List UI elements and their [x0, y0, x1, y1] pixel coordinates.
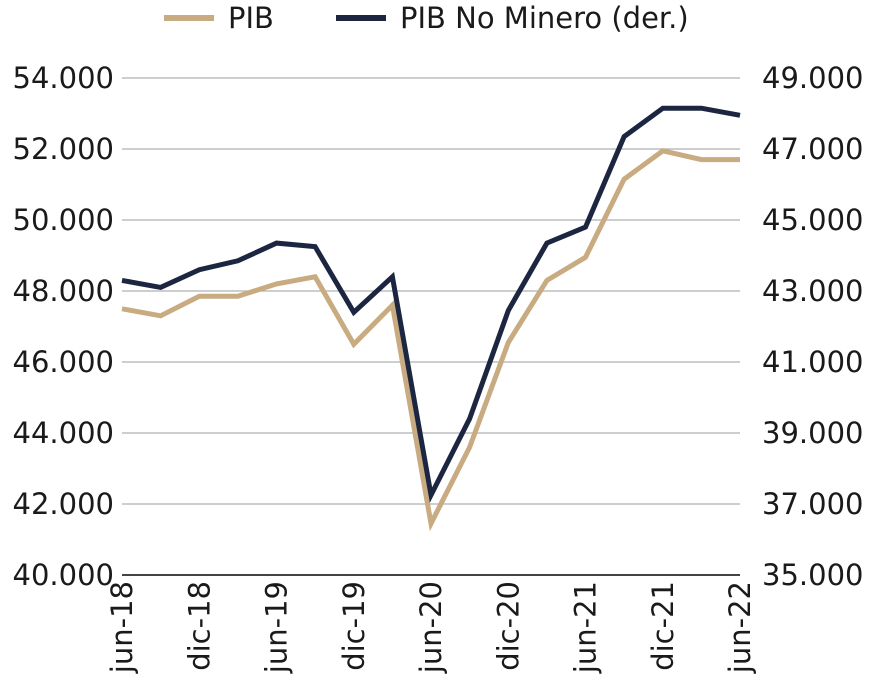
y-left-tick-label: 44.000 — [13, 416, 114, 450]
y-left-tick-label: 54.000 — [13, 61, 114, 95]
y-left-tick-label: 52.000 — [13, 132, 114, 166]
y-right-tick-label: 41.000 — [762, 345, 863, 379]
x-tick-label: jun-21 — [569, 581, 603, 674]
y-right-tick-label: 47.000 — [762, 132, 863, 166]
series-layer — [121, 105, 741, 532]
y-right-tick-label: 49.000 — [762, 61, 863, 95]
y-left-tick-label: 50.000 — [13, 203, 114, 237]
y-right-tick-label: 39.000 — [762, 416, 863, 450]
legend: PIB PIB No Minero (der.) — [164, 1, 689, 35]
x-tick-label: jun-20 — [414, 581, 448, 674]
y-right-tick-label: 35.000 — [762, 558, 863, 592]
gridlines — [122, 77, 740, 505]
y-right-tick-label: 43.000 — [762, 274, 863, 308]
x-tick-label: dic-19 — [337, 581, 371, 671]
x-axis: jun-18 dic-18 jun-19 dic-19 jun-20 dic-20 jun-… — [105, 574, 757, 674]
y-right-tick-label: 45.000 — [762, 203, 863, 237]
x-tick-label: jun-22 — [723, 581, 757, 674]
legend-label-pib: PIB — [228, 1, 274, 35]
legend-label-pib-no-minero: PIB No Minero (der.) — [400, 1, 689, 35]
y-left-tick-label: 42.000 — [13, 487, 114, 521]
x-tick-label: dic-20 — [491, 581, 525, 671]
series-line-pib-no-minero — [121, 105, 741, 503]
y-axis-left: 40.000 42.000 44.000 46.000 48.000 50.000 52.0… — [13, 61, 114, 592]
series-line-pib — [121, 148, 740, 532]
y-left-tick-label: 48.000 — [13, 274, 114, 308]
x-tick-label: jun-19 — [260, 581, 294, 674]
y-left-tick-label: 40.000 — [13, 558, 114, 592]
x-tick-label: dic-21 — [646, 581, 680, 671]
x-tick-label: jun-18 — [105, 581, 139, 674]
y-left-tick-label: 46.000 — [13, 345, 114, 379]
x-tick-label: dic-18 — [182, 581, 216, 671]
y-right-tick-label: 37.000 — [762, 487, 863, 521]
y-axis-right: 35.000 37.000 39.000 41.000 43.000 45.000 47.0… — [762, 61, 863, 592]
